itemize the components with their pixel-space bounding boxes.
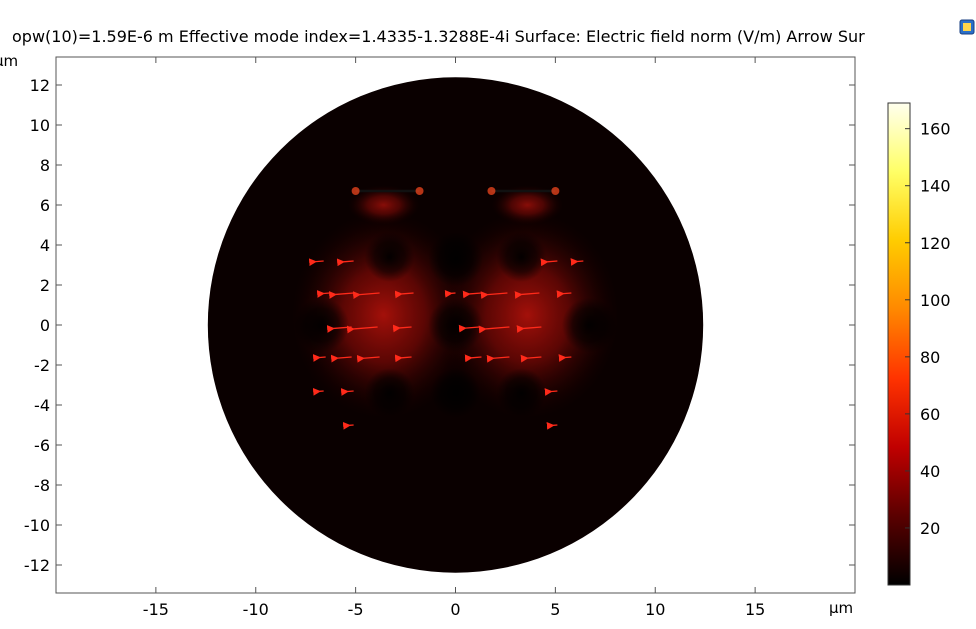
field-arrow bbox=[392, 324, 412, 333]
y-tick-label: 2 bbox=[40, 276, 50, 295]
plot-title: opw(10)=1.59E-6 m Effective mode index=1… bbox=[12, 27, 865, 46]
axes-layer: -15 -10 -5 0 5 10 15 12 10 8 6 4 2 0 -2 -4 -6 -8 -10 -12 µm µ… bbox=[0, 52, 856, 619]
y-tick-label: 8 bbox=[40, 156, 50, 175]
field-surface bbox=[291, 185, 620, 430]
air-hole bbox=[364, 232, 415, 282]
x-tick-label: 5 bbox=[550, 600, 560, 619]
field-arrow bbox=[328, 291, 354, 299]
x-tick-label: -10 bbox=[243, 600, 269, 619]
y-tick-label: -10 bbox=[24, 516, 50, 535]
strip-edge-hotspot bbox=[551, 187, 560, 195]
field-arrow bbox=[346, 325, 378, 334]
colorbar: 160 140 120 100 80 60 40 20 bbox=[887, 102, 951, 586]
colorbar-tick-label: 80 bbox=[920, 348, 940, 367]
field-arrow bbox=[462, 290, 482, 299]
field-arrow bbox=[486, 354, 510, 363]
x-tick-label: 10 bbox=[645, 600, 665, 619]
colorbar-tick-label: 160 bbox=[920, 120, 951, 139]
y-tick-label: 0 bbox=[40, 316, 50, 335]
y-tick-label: 4 bbox=[40, 236, 50, 255]
y-axis-label: µm bbox=[0, 52, 18, 70]
colorbar-gradient bbox=[887, 102, 911, 586]
colorbar-tick-label: 120 bbox=[920, 234, 951, 253]
air-hole bbox=[496, 368, 547, 418]
air-hole bbox=[561, 297, 617, 353]
field-arrow bbox=[458, 324, 480, 333]
domain-layer bbox=[207, 77, 704, 573]
y-tick-label: -8 bbox=[34, 476, 50, 495]
colorbar-tick-label: 140 bbox=[920, 177, 951, 196]
y-tick-label: 10 bbox=[30, 116, 50, 135]
export-image-icon[interactable] bbox=[958, 17, 976, 37]
y-tick-label: -6 bbox=[34, 436, 50, 455]
strip-edge-hotspot bbox=[351, 187, 360, 195]
field-arrow bbox=[478, 325, 510, 334]
air-hole bbox=[364, 368, 415, 418]
x-tick-label: 0 bbox=[450, 600, 460, 619]
colorbar-tick-label: 20 bbox=[920, 519, 940, 538]
y-tick-label: -2 bbox=[34, 356, 50, 375]
air-hole bbox=[428, 231, 483, 287]
strip-edge-hotspot bbox=[487, 187, 496, 195]
field-lobe bbox=[347, 185, 420, 225]
field-arrow bbox=[308, 258, 324, 267]
field-arrow bbox=[480, 291, 508, 300]
field-lobe bbox=[491, 185, 564, 225]
strip-edge-hotspot bbox=[415, 187, 424, 195]
field-arrow bbox=[514, 291, 540, 299]
y-tick-label: 6 bbox=[40, 196, 50, 215]
field-arrow bbox=[516, 325, 542, 333]
x-tick-label: -5 bbox=[348, 600, 364, 619]
field-arrow bbox=[330, 354, 352, 363]
air-hole bbox=[294, 297, 350, 353]
field-arrow bbox=[336, 258, 354, 267]
y-tick-label: -4 bbox=[34, 396, 50, 415]
x-tick-label: -15 bbox=[143, 600, 169, 619]
y-tick-label: 12 bbox=[30, 76, 50, 95]
air-hole bbox=[430, 368, 481, 418]
field-arrow bbox=[556, 290, 572, 299]
field-arrow bbox=[540, 258, 558, 267]
colorbar-tick-label: 60 bbox=[920, 405, 940, 424]
field-arrow bbox=[352, 291, 380, 300]
air-hole bbox=[428, 297, 483, 353]
y-tick-label: -12 bbox=[24, 556, 50, 575]
field-arrow bbox=[394, 290, 414, 299]
field-arrow bbox=[520, 354, 542, 363]
colorbar-tick-label: 100 bbox=[920, 291, 951, 310]
field-arrow bbox=[464, 354, 482, 363]
x-tick-label: 15 bbox=[745, 600, 765, 619]
colorbar-tick-label: 40 bbox=[920, 462, 940, 481]
field-arrow bbox=[394, 354, 412, 363]
air-hole bbox=[496, 232, 547, 282]
field-arrow bbox=[356, 354, 380, 363]
x-axis-label: µm bbox=[829, 599, 853, 617]
